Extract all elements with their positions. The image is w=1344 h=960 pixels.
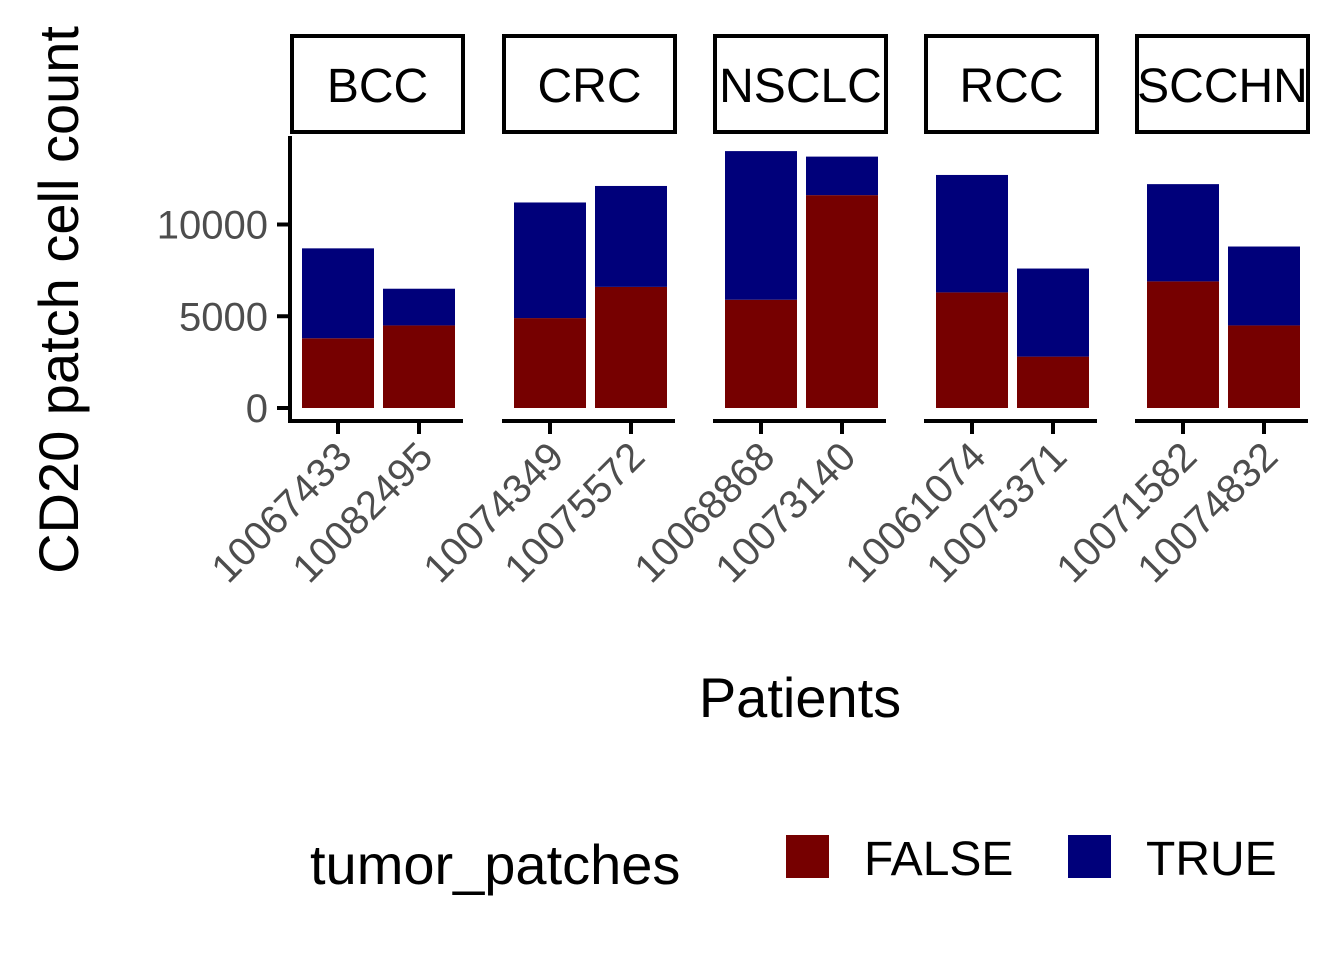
bar-true: [383, 288, 455, 326]
legend-key-false: [786, 835, 829, 878]
y-axis-title: CD20 patch cell count: [27, 26, 90, 574]
bar-true: [936, 174, 1008, 293]
bar-true: [302, 248, 374, 339]
bar-false: [383, 325, 455, 408]
bar-true: [1147, 184, 1219, 282]
facet-label: CRC: [538, 60, 642, 113]
bar-false: [725, 299, 797, 408]
bar-true: [514, 202, 586, 319]
bar-true: [595, 185, 667, 287]
facet-strip: [290, 34, 465, 134]
bar-false: [1228, 325, 1300, 408]
facet-strip: [1135, 34, 1310, 134]
y-tick-label: 10000: [157, 204, 268, 248]
facet-label: BCC: [327, 60, 428, 113]
y-tick-label: 0: [246, 387, 268, 431]
facet-strip: [924, 34, 1099, 134]
facet-strip: [502, 34, 677, 134]
bar-false: [302, 338, 374, 408]
bar-false: [936, 292, 1008, 408]
bar-false: [1017, 356, 1089, 408]
bar-true: [725, 151, 797, 300]
facet-strip: [713, 34, 888, 134]
facet-label: SCCHN: [1137, 60, 1308, 113]
legend-label-false: FALSE: [864, 833, 1013, 886]
legend-label-true: TRUE: [1146, 833, 1277, 886]
bar-false: [806, 195, 878, 408]
facet-label: NSCLC: [719, 60, 882, 113]
bar-false: [595, 286, 667, 408]
bar-false: [1147, 281, 1219, 408]
bar-true: [1228, 246, 1300, 326]
bar-true: [1017, 268, 1089, 357]
bar-false: [514, 318, 586, 408]
facet-label: RCC: [960, 60, 1064, 113]
legend-key-true: [1068, 835, 1111, 878]
y-tick-label: 5000: [179, 295, 268, 339]
legend-title: tumor_patches: [310, 833, 680, 896]
bar-true: [806, 156, 878, 196]
x-axis-title: Patients: [699, 666, 901, 729]
